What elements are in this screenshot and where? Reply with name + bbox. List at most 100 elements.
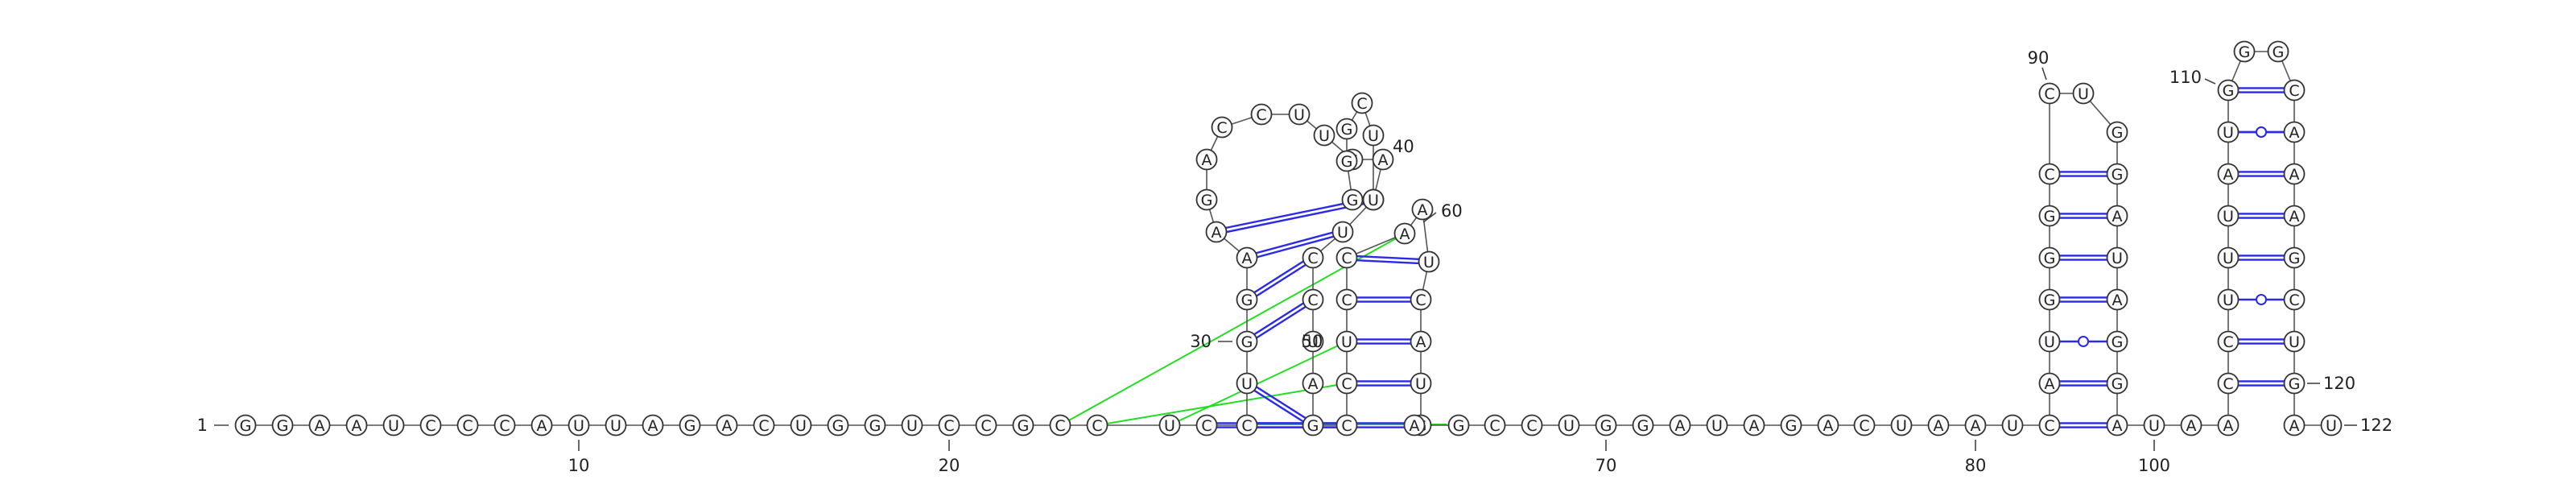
nucleotide-letter: G [2112,166,2124,184]
nucleotide: G [1302,414,1324,437]
nucleotide: U [1158,414,1181,437]
nucleotide-letter: C [1489,417,1500,435]
nucleotide: C [1049,414,1071,437]
position-label: 122 [2360,416,2392,435]
nucleotide: U [790,414,812,437]
nucleotide-letter: G [1453,417,1465,435]
nucleotide: C [456,414,479,437]
nucleotide: C [1211,116,1233,139]
nucleotide: G [2217,79,2240,101]
nucleotide: C [1195,414,1218,437]
nucleotide-letter: A [1212,224,1222,242]
nucleotide: A [2106,205,2128,227]
nucleotide-letter: C [943,417,954,435]
base-pair [1225,198,1364,234]
nucleotide-letter: U [2223,292,2234,309]
nucleotide: G [1335,118,1358,140]
nucleotide-letter: A [2289,124,2300,142]
nucleotide: G [2283,246,2306,269]
nucleotide: A [1372,148,1394,171]
nucleotide: A [308,414,331,437]
nucleotide-letter: G [2112,333,2124,351]
nucleotide: U [2217,246,2240,269]
nucleotide-letter: C [1415,292,1426,309]
nucleotide-letter: G [1241,292,1253,309]
base-pair [1256,231,1334,259]
nucleotide: G [2038,288,2061,311]
pseudoknot-pair [1169,341,1348,426]
nucleotide: C [1302,288,1324,311]
base-pair [2059,171,2107,177]
nucleotide-letter: A [1823,417,1834,435]
base-pair [2238,213,2285,219]
position-label: 40 [1393,137,1414,156]
nucleotide: A [2217,414,2240,437]
gu-wobble-pair [2238,126,2285,138]
nucleotide-letter: U [610,417,621,435]
nucleotide: U [1302,330,1324,353]
nucleotide: U [1418,250,1440,273]
nucleotide: C [1351,92,1373,114]
nucleotide: A [2283,163,2306,185]
nucleotide-letter: C [2044,417,2054,435]
nucleotide-letter: C [1341,375,1352,393]
nucleotide: C [1853,414,1876,437]
nucleotide-letter: G [1347,192,1359,209]
nucleotide-letter: G [2044,250,2056,267]
nucleotide: A [2283,121,2306,143]
nucleotide-letter: A [2112,417,2123,435]
nucleotide-letter: A [722,417,733,435]
nucleotide-letter: A [2112,208,2123,226]
nucleotide-letter: G [2112,124,2124,142]
position-label: 1 [197,416,208,435]
nucleotide: C [2038,414,2061,437]
base-pair [2238,254,2285,261]
nucleotide: U [2143,414,2165,437]
nucleotide-letter: U [1307,333,1319,351]
nucleotide-letter: C [2044,166,2054,184]
nucleotide-letter: U [1711,417,1723,435]
position-label: 90 [2028,48,2050,68]
nucleotide-letter: U [906,417,918,435]
nucleotide: U [1335,330,1358,353]
nucleotide: C [2038,82,2061,105]
position-label: 50 [1302,332,1323,351]
base-pair [1356,254,1419,265]
position-label: 30 [1190,332,1212,351]
nucleotide-letter: A [2112,292,2123,309]
nucleotide: A [1964,414,1987,437]
nucleotide: A [530,414,553,437]
nucleotide-letter: U [1241,375,1253,393]
nucleotide-letter: C [758,417,769,435]
nucleotide: G [1335,150,1358,172]
nucleotide-letter: A [648,417,658,435]
nucleotide: C [2217,330,2240,353]
nucleotide: U [2217,288,2240,311]
nucleotide: A [1195,148,1218,171]
position-tick [2041,67,2047,81]
base-pair [2238,380,2285,387]
nucleotide-letter: U [388,417,399,435]
nucleotide: G [864,414,886,437]
nucleotide-letter: A [1934,417,1944,435]
nucleotide-letter: G [1201,192,1213,209]
nucleotide: C [1335,246,1358,269]
nucleotide-letter: A [2045,375,2055,393]
nucleotide-letter: G [2239,43,2251,61]
nucleotide-letter: C [1341,292,1352,309]
nucleotide: A [1410,330,1432,353]
nucleotide: G [2038,246,2061,269]
base-pair [1253,386,1307,423]
position-label: 100 [2138,456,2170,475]
nucleotide: G [2106,121,2128,143]
nucleotide-letter: A [2223,417,2234,435]
nucleotide: G [1595,414,1617,437]
nucleotide-letter: A [352,417,362,435]
nucleotide-letter: G [1341,153,1353,171]
nucleotide: C [1086,414,1108,437]
nucleotide-letter: U [1341,333,1352,351]
nucleotide: U [1558,414,1580,437]
nucleotide-letter: U [2326,417,2337,435]
nucleotide-letter: U [2289,333,2300,351]
nucleotide-letter: C [1307,250,1318,267]
